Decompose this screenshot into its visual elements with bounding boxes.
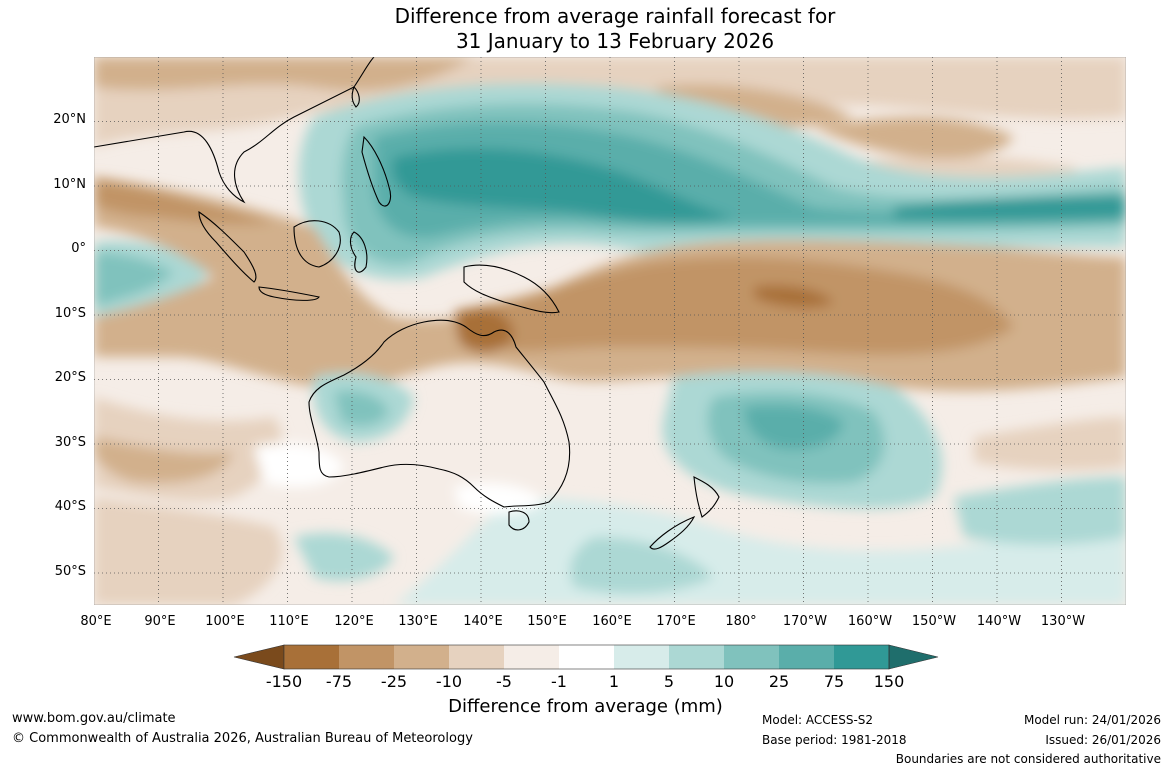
lat-label-50s: 50°S xyxy=(54,564,86,579)
title-line-2: 31 January to 13 February 2026 xyxy=(455,29,775,53)
new-zealand-south-outline xyxy=(649,515,696,550)
colorbar-tick: 1 xyxy=(608,672,620,691)
lat-label-40s: 40°S xyxy=(54,499,86,514)
colorbar-swatch xyxy=(504,645,559,669)
asia-mainland-outline xyxy=(94,57,375,204)
colorbar-tick: 150 xyxy=(873,672,905,691)
lon-label-90e: 90°E xyxy=(144,614,176,629)
lon-label-150e: 150°E xyxy=(527,614,567,629)
colorbar-title: Difference from average (mm) xyxy=(448,696,723,717)
lon-label-180: 180° xyxy=(725,614,757,629)
colorbar-tick: -5 xyxy=(496,672,512,691)
lat-label-20n: 20°N xyxy=(53,112,86,127)
colorbar-swatch xyxy=(779,645,834,669)
colorbar-swatch xyxy=(339,645,394,669)
colorbar-tick: -150 xyxy=(265,672,303,691)
lon-label-130e: 130°E xyxy=(398,614,438,629)
lon-label-130w: 130°W xyxy=(1040,614,1086,629)
lon-label-150w: 150°W xyxy=(911,614,957,629)
website-link[interactable]: www.bom.gov.au/climate xyxy=(12,711,176,726)
disclaimer-text: Boundaries are not considered authoritat… xyxy=(895,752,1161,766)
colorbar-swatch xyxy=(559,645,614,669)
colorbar-swatch xyxy=(614,645,669,669)
lon-label-160e: 160°E xyxy=(592,614,632,629)
new-guinea-outline xyxy=(463,264,560,314)
colorbar-swatch xyxy=(724,645,779,669)
graticule xyxy=(94,57,1126,605)
lat-label-20s: 20°S xyxy=(54,370,86,385)
lon-label-110e: 110°E xyxy=(269,614,309,629)
lon-label-80e: 80°E xyxy=(80,614,112,629)
lon-label-140e: 140°E xyxy=(463,614,503,629)
new-zealand-north-outline xyxy=(693,476,720,518)
lon-label-100e: 100°E xyxy=(205,614,245,629)
lat-label-10s: 10°S xyxy=(54,306,86,321)
philippines-outline xyxy=(361,135,392,207)
lon-label-170e: 170°E xyxy=(656,614,696,629)
model-text: Model: ACCESS-S2 xyxy=(762,713,874,727)
colorbar-tick: 10 xyxy=(713,672,735,691)
issued-text: Issued: 26/01/2026 xyxy=(1045,733,1161,747)
model-run-text: Model run: 24/01/2026 xyxy=(1023,713,1161,727)
lon-label-160w: 160°W xyxy=(847,614,893,629)
lat-label-10n: 10°N xyxy=(53,177,86,192)
colorbar-swatch xyxy=(669,645,724,669)
anomaly-field xyxy=(94,57,1126,605)
title-line-1: Difference from average rainfall forecas… xyxy=(394,4,836,28)
copyright-text: © Commonwealth of Australia 2026, Austra… xyxy=(12,731,473,746)
lat-label-0: 0° xyxy=(71,241,86,256)
colorbar-swatch xyxy=(834,645,889,669)
rainfall-anomaly-map xyxy=(94,57,1126,605)
lon-label-120e: 120°E xyxy=(334,614,374,629)
coastlines xyxy=(94,57,720,550)
colorbar-tick: -10 xyxy=(435,672,463,691)
colorbar-tick: -1 xyxy=(551,672,567,691)
colorbar-tick: -75 xyxy=(325,672,353,691)
colorbar-tick: 5 xyxy=(663,672,675,691)
sumatra-outline xyxy=(198,210,257,283)
colorbar-swatch xyxy=(449,645,504,669)
australia-outline xyxy=(308,319,571,508)
colorbar-swatch xyxy=(394,645,449,669)
sulawesi-outline xyxy=(349,231,368,273)
tasmania-outline xyxy=(508,510,530,531)
colorbar-tick: 75 xyxy=(823,672,845,691)
colorbar-high-arrow xyxy=(888,644,939,670)
colorbar xyxy=(233,644,939,670)
lon-label-140w: 140°W xyxy=(976,614,1022,629)
japan-taiwan-outline xyxy=(351,86,360,108)
borneo-outline xyxy=(293,220,341,268)
colorbar-low-arrow xyxy=(233,644,285,670)
lat-label-30s: 30°S xyxy=(54,435,86,450)
lon-label-170w: 170°W xyxy=(782,614,828,629)
java-outline xyxy=(258,286,320,301)
colorbar-tick: -25 xyxy=(380,672,408,691)
base-period-text: Base period: 1981-2018 xyxy=(762,733,907,747)
colorbar-swatch xyxy=(284,645,339,669)
map-title: Difference from average rainfall forecas… xyxy=(0,4,1173,54)
colorbar-tick: 25 xyxy=(768,672,790,691)
